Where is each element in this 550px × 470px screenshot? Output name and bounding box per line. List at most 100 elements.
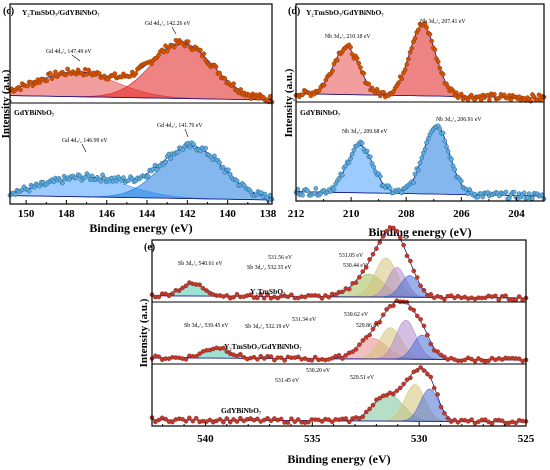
data-point <box>371 164 377 170</box>
data-point <box>415 167 421 173</box>
data-point <box>77 173 83 178</box>
data-point <box>351 147 357 153</box>
data-point <box>285 420 291 425</box>
data-point <box>333 292 338 297</box>
data-point <box>397 385 403 391</box>
data-point <box>255 295 260 301</box>
data-point <box>343 163 348 169</box>
x-tick-label: 146 <box>98 208 115 220</box>
data-point <box>44 78 50 84</box>
data-point <box>349 151 355 157</box>
data-point <box>449 156 454 162</box>
data-point <box>503 189 509 195</box>
data-point <box>149 61 154 67</box>
panel-c: 150 148 146 144 142 140 138 (c) Y₂TmSbO₇/GdYBi… <box>0 3 277 235</box>
data-point <box>528 98 534 104</box>
data-point <box>448 293 454 298</box>
data-point <box>406 56 411 62</box>
data-point <box>420 150 426 156</box>
data-point <box>360 338 366 343</box>
data-point <box>187 415 192 421</box>
envelope-line <box>151 367 526 423</box>
data-point <box>163 416 168 422</box>
data-point <box>411 268 417 274</box>
data-point <box>96 71 102 76</box>
data-point <box>418 316 423 322</box>
panel-e-label: (e) <box>144 242 155 253</box>
data-point <box>377 319 383 325</box>
data-point <box>292 419 298 425</box>
data-point <box>166 293 172 299</box>
data-point <box>354 56 360 61</box>
data-point <box>422 146 428 152</box>
x-tick-label: 525 <box>518 433 535 445</box>
panel-c-plot <box>7 37 275 203</box>
data-point <box>492 91 497 97</box>
data-point <box>516 356 522 362</box>
data-point <box>427 32 433 37</box>
data-point <box>411 180 416 185</box>
data-point <box>175 149 180 155</box>
data-point <box>503 293 508 299</box>
data-point <box>255 356 260 362</box>
x-tick-label: 138 <box>260 208 277 220</box>
data-point <box>511 189 517 195</box>
panel-e-ann-bottom-3: 529.51 eV <box>350 375 375 381</box>
data-point <box>224 293 230 298</box>
data-point <box>480 194 486 200</box>
data-point <box>418 283 423 289</box>
data-point <box>361 71 367 76</box>
data-point <box>326 417 332 423</box>
panel-d-sample-top: Y₂TmSbO₇/GdYBiNbO₇ <box>306 8 384 17</box>
x-tick-label: 212 <box>288 208 305 220</box>
data-point <box>217 70 222 76</box>
data-point <box>357 274 362 280</box>
data-point <box>30 83 36 88</box>
data-point <box>255 416 260 422</box>
data-point <box>377 240 383 245</box>
panel-c-ann-arrow-3 <box>81 143 87 153</box>
data-point <box>53 69 58 75</box>
data-point <box>26 188 32 194</box>
data-point <box>201 51 207 57</box>
data-point <box>442 410 447 416</box>
data-point <box>412 36 418 41</box>
subplot-e-3 <box>149 365 529 427</box>
data-point <box>180 285 185 291</box>
data-point <box>331 186 337 192</box>
data-point <box>145 173 151 179</box>
data-point <box>367 257 372 262</box>
data-point <box>251 354 257 360</box>
panel-c-sample-bottom: GdYBiNbO₇ <box>14 108 55 117</box>
data-point <box>442 354 447 360</box>
data-point <box>221 419 226 425</box>
data-point <box>482 417 488 422</box>
data-point <box>414 313 420 319</box>
data-point <box>429 38 434 44</box>
data-point <box>435 392 440 397</box>
data-point <box>227 419 233 425</box>
panel-d-plot <box>293 21 547 202</box>
data-point <box>421 287 427 293</box>
data-point <box>65 66 70 72</box>
data-point <box>63 72 69 78</box>
panel-c-x-ticks: 150 148 146 144 142 140 138 <box>18 200 277 220</box>
data-point <box>265 415 270 421</box>
data-point <box>513 420 519 426</box>
data-point <box>305 188 310 194</box>
data-point <box>438 294 444 300</box>
panel-c-frame <box>9 3 273 205</box>
data-point <box>521 190 527 196</box>
data-point <box>368 154 373 160</box>
data-point <box>391 303 396 308</box>
data-point <box>221 345 226 351</box>
x-tick-label: 150 <box>18 208 35 220</box>
data-point <box>370 402 376 408</box>
panel-c-y-label: Intensity (a.u.) <box>0 69 12 138</box>
data-point <box>384 228 389 234</box>
data-point <box>217 160 222 165</box>
data-point <box>422 21 428 26</box>
data-point <box>350 349 355 355</box>
data-point <box>458 91 464 97</box>
data-point <box>402 67 408 73</box>
